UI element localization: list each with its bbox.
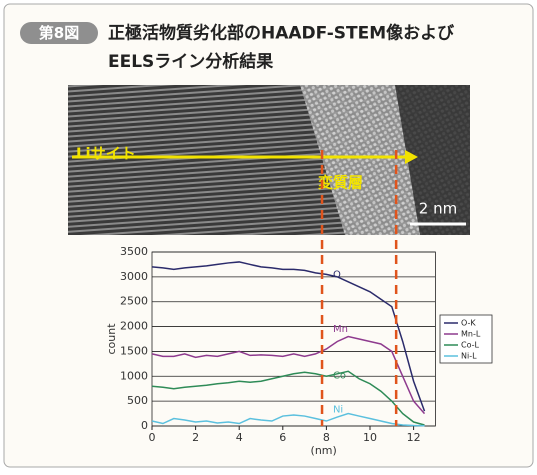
series-annotation: Ni [333,405,343,416]
y-tick-label: 0 [141,419,148,432]
y-tick-label: 500 [127,394,148,407]
legend-label: Mn-L [461,330,481,339]
legend-label: Co-L [461,341,480,350]
x-tick-label: 2 [192,431,199,444]
x-tick-label: 12 [407,431,421,444]
x-tick-label: 4 [236,431,243,444]
title-line: EELSライン分析結果 [108,51,273,72]
region-label: 変質層 [318,174,363,192]
legend-label: O-K [461,319,476,328]
legend: O-K Mn-L Co-L Ni-L [440,315,492,363]
legend-label: Ni-L [461,352,477,361]
y-tick-label: 2000 [120,320,148,333]
y-tick-label: 1500 [120,344,148,357]
series-annotation: O [333,269,341,280]
figure: 第8図 正極活物質劣化部のHAADF-STEM像および EELSライン分析結果 … [0,0,537,471]
stem-image: Liサイト 変質層 2 nm [68,85,470,235]
y-tick-label: 2500 [120,295,148,308]
y-tick-label: 3500 [120,245,148,258]
x-tick-label: 6 [279,431,286,444]
figure-label: 第8図 [39,24,79,42]
y-tick-label: 1000 [120,369,148,382]
series-annotation: Co [333,370,346,381]
frame [4,4,533,467]
arrow-label: Liサイト [76,145,136,163]
series-annotation: Mn [333,324,348,335]
y-axis-label: count [105,323,118,355]
x-tick-label: 10 [363,431,377,444]
scale-bar-label: 2 nm [419,200,457,218]
title-line: 正極活物質劣化部のHAADF-STEM像および [108,23,454,44]
x-axis-label: (nm) [311,444,337,457]
y-tick-label: 3000 [120,270,148,283]
x-tick-label: 0 [149,431,156,444]
x-tick-label: 8 [323,431,330,444]
